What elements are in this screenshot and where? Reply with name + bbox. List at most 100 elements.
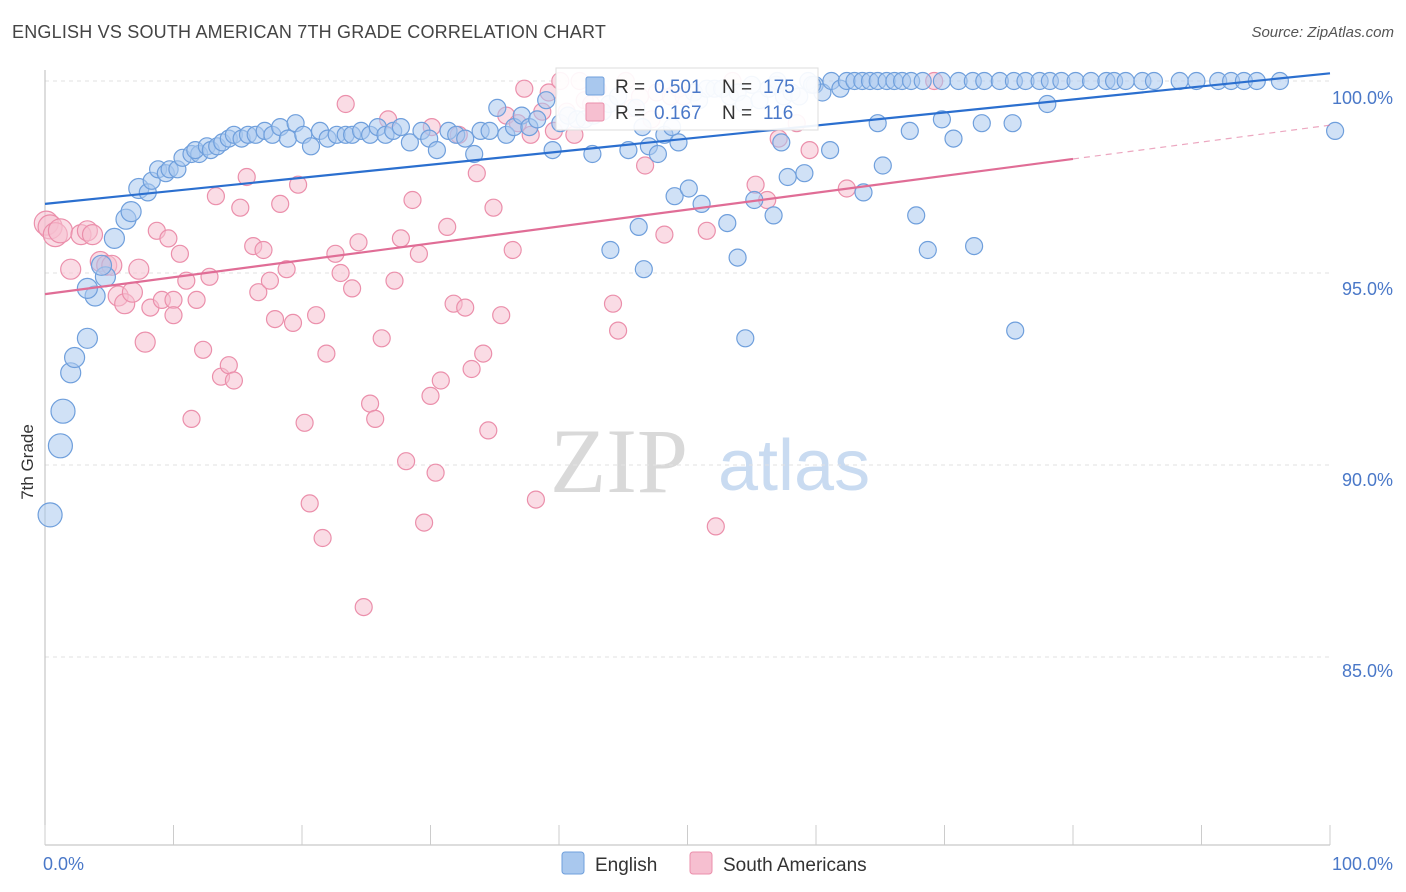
english-point-4	[63, 346, 86, 369]
english-point-67	[537, 91, 556, 110]
south-americans-point-37	[265, 310, 285, 329]
south-americans-point-104	[697, 221, 716, 240]
south-americans-trendline	[44, 157, 1074, 296]
stats-english-n-label: N =	[722, 77, 752, 98]
south-americans-point-20	[164, 290, 183, 309]
south-americans-point-4	[60, 258, 82, 280]
english-trendline	[44, 72, 1331, 205]
south-americans-point-29	[219, 356, 238, 375]
english-point-153	[873, 156, 892, 175]
english-point-158	[736, 329, 755, 348]
south-americans-point-81	[526, 490, 546, 509]
south-americans-point-107	[746, 175, 765, 194]
south-americans-point-42	[295, 413, 314, 432]
english-point-139	[1325, 121, 1345, 140]
english-point-148	[764, 206, 783, 225]
south-americans-point-54	[366, 409, 385, 428]
english-point-140	[601, 240, 620, 260]
english-point-50	[391, 117, 410, 137]
english-point-68	[543, 141, 562, 160]
english-point-144	[692, 194, 711, 213]
south-americans-point-40	[283, 313, 303, 332]
y-tick-labels: 100.0% 95.0% 90.0% 85.0%	[1332, 88, 1393, 681]
south-americans-point-58	[391, 229, 410, 248]
stats-south-americans-r-label: R =	[615, 103, 645, 124]
south-americans-point-43	[300, 494, 319, 513]
stats-south-americans-r-value: 0.167	[654, 103, 702, 124]
series-english	[37, 71, 1345, 528]
stats-english-r-label: R =	[615, 77, 645, 98]
south-americans-point-63	[421, 386, 440, 405]
south-americans-point-38	[271, 194, 290, 213]
english-point-126	[1081, 71, 1101, 91]
english-point-145	[718, 214, 737, 233]
english-point-154	[907, 206, 926, 225]
gridlines	[45, 80, 1330, 658]
english-point-115	[932, 71, 952, 91]
south-americans-point-60	[403, 190, 422, 210]
english-point-138	[1270, 71, 1290, 91]
south-americans-point-3	[47, 218, 74, 244]
south-americans-point-27	[206, 187, 225, 206]
legend-label-south-americans: South Americans	[723, 855, 867, 876]
legend-swatch-english	[561, 851, 585, 875]
trendlines	[44, 72, 1331, 296]
english-point-131	[1144, 71, 1164, 91]
south-americans-point-24	[187, 290, 206, 309]
legend-label-english: English	[595, 855, 657, 876]
english-point-54	[427, 141, 446, 160]
chart-source: Source: ZipAtlas.com	[1251, 24, 1394, 41]
south-americans-point-92	[603, 294, 623, 313]
south-americans-point-41	[289, 175, 308, 194]
south-americans-point-44	[307, 306, 326, 325]
english-point-1	[47, 433, 74, 459]
south-americans-point-13	[121, 281, 143, 303]
english-point-125	[1066, 71, 1085, 91]
south-americans-point-73	[479, 421, 498, 440]
english-point-129	[1116, 71, 1135, 91]
south-americans-point-75	[492, 306, 511, 325]
south-americans-point-74	[484, 198, 503, 217]
south-americans-point-115	[164, 306, 183, 325]
english-point-0	[37, 502, 63, 528]
x-tick-label-right: 100.0%	[1332, 854, 1393, 874]
english-point-156	[964, 237, 984, 256]
english-point-157	[1006, 321, 1025, 340]
chart-title: ENGLISH VS SOUTH AMERICAN 7TH GRADE CORR…	[12, 22, 607, 42]
stats-swatch-south-americans	[585, 102, 605, 122]
english-point-9	[90, 254, 113, 276]
south-americans-point-46	[317, 344, 336, 363]
south-americans-point-100	[655, 225, 674, 244]
south-americans-point-65	[431, 371, 450, 390]
south-americans-point-64	[426, 463, 445, 482]
south-americans-point-14	[128, 258, 150, 280]
south-americans-point-66	[438, 217, 457, 236]
english-point-66	[528, 110, 547, 129]
south-americans-point-69	[456, 298, 475, 317]
stats-swatch-english	[585, 76, 605, 96]
south-americans-point-111	[800, 141, 819, 160]
english-point-133	[1187, 71, 1206, 91]
english-point-51	[400, 133, 419, 152]
south-americans-point-30	[224, 371, 243, 390]
south-americans-point-77	[503, 240, 522, 260]
english-point-142	[665, 187, 684, 206]
south-americans-point-48	[331, 263, 350, 283]
south-americans-trendline-extension	[1072, 124, 1331, 160]
english-point-146	[728, 248, 747, 267]
english-point-57	[456, 129, 475, 148]
english-point-58	[465, 144, 484, 164]
watermark-atlas: atlas	[718, 426, 870, 506]
south-americans-point-71	[467, 164, 486, 183]
x-axis-ticks	[44, 825, 1331, 845]
english-point-150	[795, 164, 814, 183]
south-americans-point-62	[415, 513, 434, 532]
south-americans-point-53	[361, 394, 380, 413]
south-americans-point-57	[385, 271, 404, 290]
south-americans-point-59	[397, 452, 416, 471]
english-point-114	[913, 71, 932, 91]
english-point-155	[918, 240, 937, 260]
south-americans-point-34	[249, 283, 268, 302]
y-axis-label: 7th Grade	[18, 424, 37, 500]
x-tick-label-left: 0.0%	[43, 854, 84, 874]
